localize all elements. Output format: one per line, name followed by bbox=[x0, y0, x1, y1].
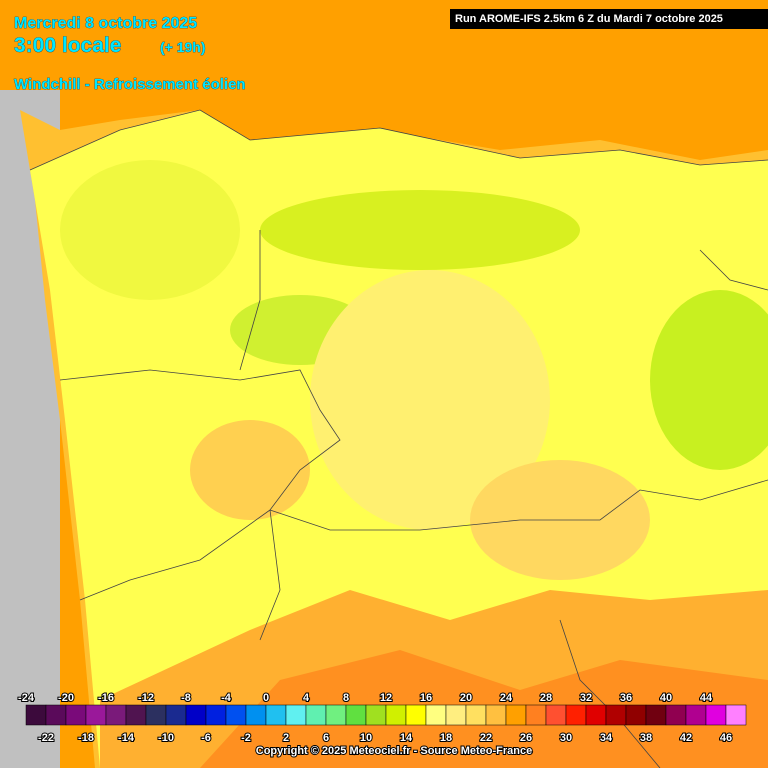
parameter: Windchill - Refroissement éolien bbox=[14, 76, 246, 93]
legend-swatch bbox=[485, 704, 507, 726]
legend-label: -12 bbox=[138, 692, 154, 704]
legend-label: -22 bbox=[38, 732, 54, 744]
legend-label: 46 bbox=[720, 732, 732, 744]
legend-label: 30 bbox=[560, 732, 572, 744]
borders bbox=[29, 109, 768, 769]
zone bbox=[260, 190, 580, 270]
legend-label: 22 bbox=[480, 732, 492, 744]
legend-swatch bbox=[205, 704, 227, 726]
legend-swatch bbox=[505, 704, 527, 726]
zone bbox=[650, 290, 768, 470]
legend-swatch bbox=[345, 704, 367, 726]
legend-swatch bbox=[285, 704, 307, 726]
legend-swatch bbox=[25, 704, 47, 726]
legend-swatch bbox=[145, 704, 167, 726]
zone bbox=[190, 420, 310, 520]
legend-swatch bbox=[565, 704, 587, 726]
legend-label: 36 bbox=[620, 692, 632, 704]
legend-label: 8 bbox=[343, 692, 349, 704]
legend-swatch bbox=[365, 704, 387, 726]
legend-swatch bbox=[425, 704, 447, 726]
legend-label: -14 bbox=[118, 732, 135, 744]
legend-swatch bbox=[245, 704, 267, 726]
legend-label: 28 bbox=[540, 692, 552, 704]
legend-label: 14 bbox=[400, 732, 413, 744]
date: Mercredi 8 octobre 2025 bbox=[14, 15, 197, 32]
legend-swatch bbox=[445, 704, 467, 726]
legend-swatch bbox=[625, 704, 647, 726]
legend-label: 40 bbox=[660, 692, 672, 704]
legend-swatch bbox=[645, 704, 667, 726]
legend-swatch bbox=[605, 704, 627, 726]
legend-label: -2 bbox=[241, 732, 251, 744]
legend-swatch bbox=[405, 704, 427, 726]
legend-swatch bbox=[305, 704, 327, 726]
legend-label: 0 bbox=[263, 692, 269, 704]
copyright: Copyright © 2025 Meteociel.fr - Source M… bbox=[256, 745, 532, 757]
legend-swatch bbox=[685, 704, 707, 726]
offset: (+ 19h) bbox=[160, 39, 206, 55]
legend-swatch bbox=[65, 704, 87, 726]
legend-label: -16 bbox=[98, 692, 114, 704]
legend-label: 2 bbox=[283, 732, 289, 744]
legend-swatch bbox=[105, 704, 127, 726]
legend-label: -8 bbox=[181, 692, 191, 704]
legend-label: 18 bbox=[440, 732, 452, 744]
legend-swatch bbox=[525, 704, 547, 726]
legend-label: 26 bbox=[520, 732, 532, 744]
legend-label: -18 bbox=[78, 732, 94, 744]
legend-swatch bbox=[385, 704, 407, 726]
legend-label: 16 bbox=[420, 692, 432, 704]
legend-swatch bbox=[85, 704, 107, 726]
legend-label: 34 bbox=[600, 732, 613, 744]
legend-swatch bbox=[665, 704, 687, 726]
legend-swatch bbox=[545, 704, 567, 726]
legend-swatch bbox=[45, 704, 67, 726]
zone bbox=[60, 160, 240, 300]
time: 3:00 locale bbox=[14, 34, 121, 57]
legend-swatch bbox=[465, 704, 487, 726]
legend-label: -6 bbox=[201, 732, 211, 744]
legend-label: 10 bbox=[360, 732, 372, 744]
run-banner bbox=[450, 9, 768, 29]
legend-swatch bbox=[225, 704, 247, 726]
legend-label: 38 bbox=[640, 732, 652, 744]
legend-label: 42 bbox=[680, 732, 692, 744]
run-label: Run AROME-IFS 2.5km 6 Z du Mardi 7 octob… bbox=[455, 13, 723, 25]
zone bbox=[310, 270, 550, 530]
legend-label: 12 bbox=[380, 692, 392, 704]
legend-swatch bbox=[725, 704, 747, 726]
legend-label: 6 bbox=[323, 732, 329, 744]
legend-label: -20 bbox=[58, 692, 74, 704]
legend-label: 44 bbox=[700, 692, 713, 704]
legend-swatch bbox=[185, 704, 207, 726]
legend-swatch bbox=[265, 704, 287, 726]
legend-label: -24 bbox=[18, 692, 35, 704]
legend-label: 20 bbox=[460, 692, 472, 704]
legend-label: 24 bbox=[500, 692, 513, 704]
legend-swatch bbox=[125, 704, 147, 726]
legend-label: -10 bbox=[158, 732, 174, 744]
legend: -24-22-20-18-16-14-12-10-8-6-4-202468101… bbox=[17, 691, 747, 745]
legend-swatch bbox=[165, 704, 187, 726]
legend-swatch bbox=[585, 704, 607, 726]
legend-label: 4 bbox=[303, 692, 310, 704]
legend-label: 32 bbox=[580, 692, 592, 704]
legend-label: -4 bbox=[221, 692, 232, 704]
legend-swatch bbox=[325, 704, 347, 726]
legend-swatch bbox=[705, 704, 727, 726]
